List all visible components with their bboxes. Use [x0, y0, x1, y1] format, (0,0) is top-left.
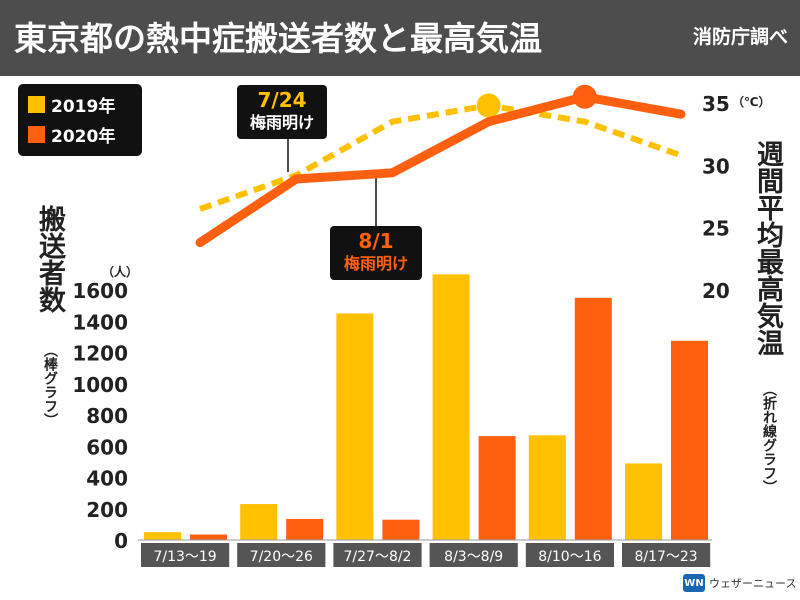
bar-2019年-0 [144, 532, 181, 540]
bar-2020年-2 [382, 519, 420, 540]
bar-2020年-5 [671, 340, 708, 540]
header-bar: 東京都の熱中症搬送者数と最高気温 消防庁調べ [0, 0, 800, 76]
callout-2019-note: 梅雨明け [249, 113, 314, 132]
bar-2019年-3 [432, 274, 470, 540]
brand-name: ウェザーニュース [709, 577, 797, 590]
callout-2020-rainy-season-end: 8/1 梅雨明け [330, 226, 422, 280]
temp-peak-marker-2019年 [476, 93, 501, 118]
left-tick-label: 800 [86, 404, 128, 428]
bar-2019年-1 [240, 504, 278, 540]
category-label: 7/13～19 [153, 549, 216, 565]
bar-2019年-2 [336, 313, 374, 540]
source-label: 消防庁調べ [692, 26, 788, 48]
left-tick-label: 1400 [72, 310, 128, 334]
category-label: 8/10～16 [538, 549, 601, 565]
bar-2020年-0 [190, 534, 227, 540]
left-tick-label: 0 [114, 529, 128, 553]
left-tick-label: 400 [86, 467, 128, 491]
right-tick-label: 35 [702, 92, 730, 116]
category-label: 8/3～8/9 [444, 549, 503, 565]
weathernews-logo-icon: WN [683, 574, 705, 592]
category-box [622, 543, 711, 567]
bar-2020年-3 [478, 436, 516, 540]
left-tick-label: 1600 [72, 279, 128, 303]
left-axis-unit: （人） [102, 264, 138, 279]
callout-2020-note: 梅雨明け [343, 254, 408, 273]
left-axis-title: 搬送者数 [34, 205, 65, 313]
left-tick-label: 600 [86, 435, 128, 459]
right-tick-label: 25 [702, 217, 730, 241]
legend: 2019年 2020年 [18, 84, 142, 156]
category-label: 7/20～26 [250, 549, 313, 565]
bar-2019年-4 [528, 435, 566, 540]
chart-title: 東京都の熱中症搬送者数と最高気温 [14, 19, 542, 58]
legend-label-2019: 2019年 [51, 96, 116, 117]
temp-peak-marker-2020年 [572, 84, 597, 109]
category-box [525, 543, 614, 567]
callout-2019-rainy-season-end: 7/24 梅雨明け [237, 85, 327, 139]
bar-2020年-4 [574, 297, 612, 540]
bar-2019年-5 [625, 463, 662, 540]
category-box [333, 543, 422, 567]
category-box [141, 543, 230, 567]
category-box [429, 543, 518, 567]
legend-item-2020: 2020年 [28, 122, 116, 147]
right-axis-unit: （℃） [732, 94, 771, 109]
category-label: 8/17～23 [634, 549, 697, 565]
right-tick-label: 20 [702, 279, 730, 303]
bar-2020年-1 [286, 518, 324, 540]
temp-line-2019年 [199, 102, 682, 212]
left-tick-label: 200 [86, 498, 128, 522]
callout-2019-date: 7/24 [257, 88, 307, 112]
left-tick-label: 1200 [72, 342, 128, 366]
temp-line-2020年 [195, 92, 686, 248]
category-label: 7/27～8/2 [344, 549, 412, 565]
right-axis-title: 週間平均最高気温 [752, 140, 783, 356]
right-tick-label: 30 [702, 154, 730, 178]
callout-2020-date: 8/1 [358, 229, 394, 253]
category-box [237, 543, 326, 567]
legend-item-2019: 2019年 [28, 92, 116, 117]
left-tick-label: 1000 [72, 373, 128, 397]
legend-swatch-2020 [28, 125, 45, 143]
right-axis-subtitle: （折れ線グラフ） [761, 382, 777, 494]
legend-label-2020: 2020年 [51, 126, 116, 147]
brand: WN ウェザーニュース [683, 574, 796, 592]
legend-swatch-2019 [28, 95, 45, 113]
left-axis-subtitle: （棒グラフ） [42, 343, 58, 427]
